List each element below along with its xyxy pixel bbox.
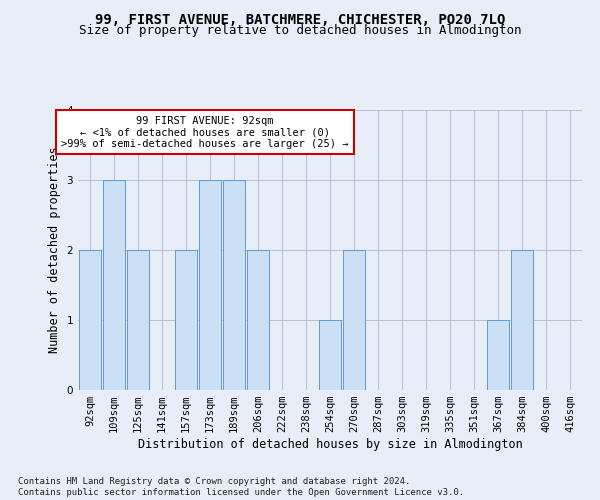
Bar — [127, 250, 149, 390]
Bar — [223, 180, 245, 390]
Bar — [199, 180, 221, 390]
Text: Contains HM Land Registry data © Crown copyright and database right 2024.
Contai: Contains HM Land Registry data © Crown c… — [18, 478, 464, 497]
Bar — [247, 250, 269, 390]
Bar — [343, 250, 365, 390]
Bar — [103, 180, 125, 390]
Bar — [175, 250, 197, 390]
Y-axis label: Number of detached properties: Number of detached properties — [48, 146, 61, 354]
Bar — [319, 320, 341, 390]
Bar — [487, 320, 509, 390]
Text: 99, FIRST AVENUE, BATCHMERE, CHICHESTER, PO20 7LQ: 99, FIRST AVENUE, BATCHMERE, CHICHESTER,… — [95, 12, 505, 26]
X-axis label: Distribution of detached houses by size in Almodington: Distribution of detached houses by size … — [137, 438, 523, 451]
Bar — [511, 250, 533, 390]
Bar — [79, 250, 101, 390]
Text: Size of property relative to detached houses in Almodington: Size of property relative to detached ho… — [79, 24, 521, 37]
Text: 99 FIRST AVENUE: 92sqm
← <1% of detached houses are smaller (0)
>99% of semi-det: 99 FIRST AVENUE: 92sqm ← <1% of detached… — [61, 116, 349, 149]
